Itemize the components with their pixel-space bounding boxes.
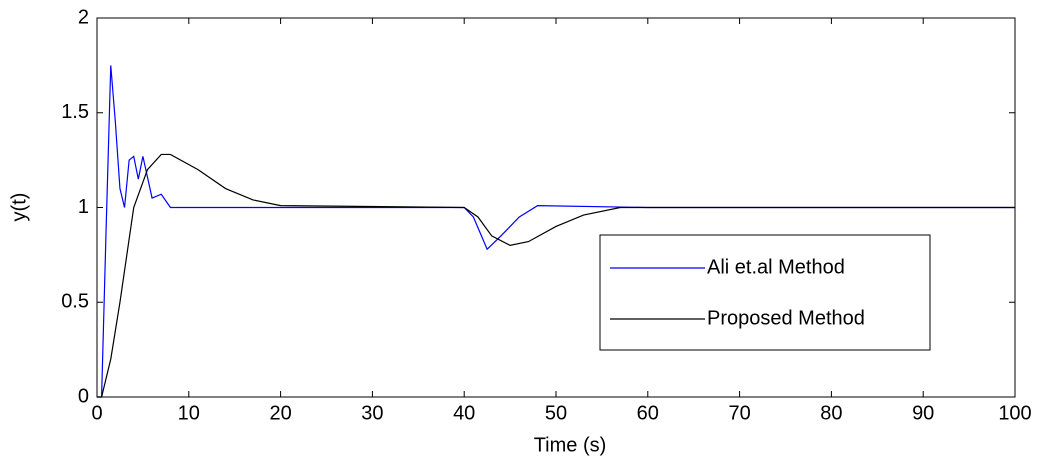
y-tick-label: 1 [78,196,89,218]
x-tick-label: 100 [998,402,1031,424]
legend-box [599,234,931,351]
data-line [97,65,1015,398]
x-tick-label: 20 [269,402,291,424]
x-tick-label: 0 [91,402,102,424]
x-tick-label: 30 [361,402,383,424]
y-tick-label: 0 [78,385,89,407]
y-tick-label: 2 [78,6,89,28]
x-tick-label: 60 [637,402,659,424]
legend-label: Ali et.al Method [707,256,845,278]
x-tick-label: 40 [453,402,475,424]
x-tick-label: 10 [178,402,200,424]
x-tick-label: 50 [545,402,567,424]
x-tick-label: 70 [728,402,750,424]
x-tick-label: 90 [912,402,934,424]
legend-label: Proposed Method [707,307,865,329]
x-axis-label: Time (s) [534,434,607,456]
data-line [97,153,1015,398]
y-axis-label: y(t) [8,193,30,222]
y-tick-label: 1.5 [61,101,89,123]
y-tick-label: 0.5 [61,291,89,313]
x-tick-label: 80 [820,402,842,424]
